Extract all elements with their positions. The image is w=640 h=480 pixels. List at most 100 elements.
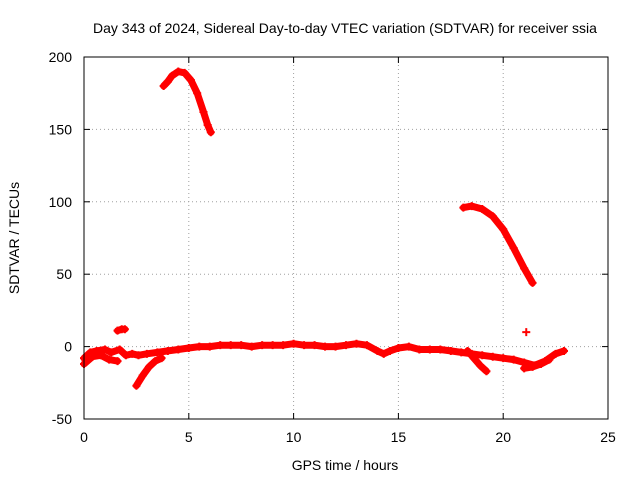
data-point [457,348,466,357]
data-point [138,371,147,380]
data-point [132,381,141,390]
x-tick-label: 20 [495,429,511,445]
data-point [199,108,208,117]
y-tick-label: 150 [49,121,73,137]
y-tick-labels: -50 0 50 100 150 200 [49,49,73,427]
series-blip-2 [522,328,531,337]
data-point [509,244,518,253]
data-point [436,345,445,354]
data-point [168,71,177,80]
y-tick-label: 50 [56,266,72,282]
series-dip-evening [463,346,491,376]
data-point [226,341,235,350]
data-point [134,351,143,360]
x-tick-label: 15 [391,429,407,445]
data-point [425,345,434,354]
data-point [509,355,518,364]
data-point [174,345,183,354]
series-dip-early [132,354,166,390]
data-point [373,346,382,355]
series-trace [132,354,166,390]
data-point [551,349,560,358]
data-point [300,341,309,350]
series-arc-evening [459,202,537,287]
data-point [216,341,225,350]
data-point [157,354,166,363]
data-point [331,342,340,351]
data-point [100,345,109,354]
data-point [105,355,114,364]
data-point [195,342,204,351]
data-point [467,202,476,211]
data-point [488,352,497,361]
data-point [528,362,537,371]
series-dip-late [520,355,554,373]
data-point [96,351,105,360]
data-point [520,264,529,273]
data-point [279,341,288,350]
data-point [113,357,122,366]
data-point [310,341,319,350]
grid-lines [84,57,608,419]
data-point [476,361,485,370]
data-point [205,342,214,351]
data-point [128,349,137,358]
y-tick-label: 200 [49,49,73,65]
data-point [88,352,97,361]
data-point [203,121,212,130]
data-point [545,355,554,364]
data-point [386,346,395,355]
data-point [237,341,246,350]
data-point [446,346,455,355]
data-point [499,225,508,234]
series-trace [459,202,536,287]
data-point [528,278,537,287]
data-point [520,364,529,373]
x-tick-label: 10 [286,429,302,445]
data-point [115,345,124,354]
data-point [144,362,153,371]
series-arc-morning [159,67,215,137]
data-point [394,344,403,353]
data-point [174,67,183,76]
series-trace [464,347,490,375]
data-point [321,342,330,351]
data-point [559,346,568,355]
data-point [352,339,361,348]
x-tick-label: 25 [600,429,616,445]
y-tick-label: 0 [64,339,72,355]
data-point [415,345,424,354]
x-tick-labels: 0 5 10 15 20 25 [80,429,616,445]
data-point [193,89,202,98]
data-point [478,351,487,360]
data-series [80,67,568,390]
data-point [151,357,160,366]
data-point [404,342,413,351]
data-point [258,341,267,350]
data-point [499,354,508,363]
data-point [289,339,298,348]
data-point [113,326,122,335]
data-point [206,128,215,137]
data-point [478,205,487,214]
data-point [488,212,497,221]
data-point [163,346,172,355]
y-tick-label: -50 [52,411,72,427]
series-baseline [80,339,568,370]
series-blip-1 [113,325,129,335]
data-point [180,68,189,77]
data-point [268,341,277,350]
data-point [153,348,162,357]
data-point [186,76,195,85]
data-point [379,349,388,358]
data-point [142,349,151,358]
x-tick-label: 0 [80,429,88,445]
plot-frame [83,56,609,420]
data-point [120,325,129,334]
data-point [342,341,350,350]
data-point [522,328,531,337]
data-point [463,346,472,355]
series-trace [520,356,553,372]
data-point [247,342,256,351]
